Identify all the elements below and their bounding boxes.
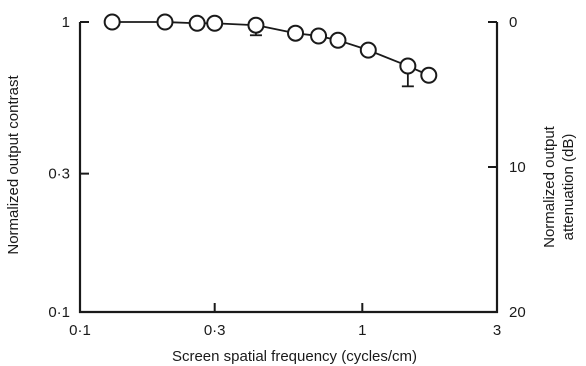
data-series	[103, 13, 438, 88]
y-axis-title-right-line-2: attenuation (dB)	[560, 134, 577, 241]
data-point	[206, 14, 224, 32]
y-axis-title-right-line-1: Normalized output	[541, 125, 558, 248]
data-point	[399, 57, 417, 75]
data-point	[329, 31, 347, 49]
x-tick-label: 3	[493, 322, 501, 339]
data-point	[359, 41, 377, 59]
x-tick-label: 0·1	[69, 322, 91, 339]
series-line-segment	[222, 22, 249, 26]
y-tick-label-right: 20	[509, 304, 526, 321]
axes	[78, 22, 499, 314]
series-line-segment	[263, 25, 289, 33]
y-tick-label-right: 0	[509, 14, 517, 31]
y-axis-title-left: Normalized output contrast	[5, 75, 22, 255]
x-axis-title: Screen spatial frequency (cycles/cm)	[172, 348, 417, 365]
series-line-segment	[374, 52, 402, 65]
tick-labels: 0·1 0·3 1 3 1 0·3 0·1 0 10 20	[48, 14, 525, 339]
y-axis-title-right: Normalized output attenuation (dB)	[541, 125, 577, 248]
series-line-segment	[172, 21, 190, 24]
series-line-segment	[344, 41, 362, 49]
data-point	[247, 16, 265, 34]
data-point	[287, 24, 305, 42]
data-point	[103, 13, 121, 31]
data-point	[156, 13, 174, 31]
y-tick-label-left: 0·1	[48, 304, 70, 321]
series-line-segment	[414, 68, 423, 74]
x-tick-label: 1	[358, 322, 366, 339]
tick-marks	[79, 21, 498, 313]
data-point	[188, 14, 206, 32]
y-tick-label-left: 0·3	[48, 166, 70, 183]
x-tick-label: 0·3	[204, 322, 226, 339]
data-point	[420, 66, 438, 84]
y-tick-label-right: 10	[509, 159, 526, 176]
y-tick-label-left: 1	[62, 14, 70, 31]
series-line-segment	[302, 33, 312, 36]
data-point	[310, 27, 328, 45]
